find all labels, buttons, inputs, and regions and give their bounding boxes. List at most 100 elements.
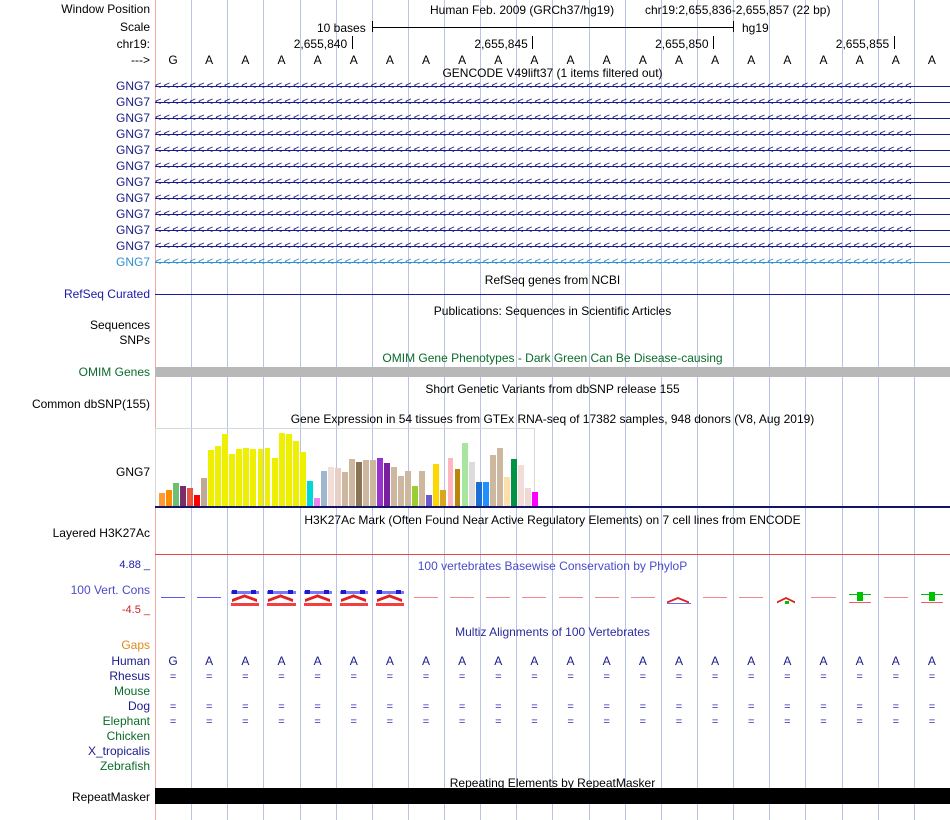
- gencode-gene-row[interactable]: <<<<<<<<<<<<<<<<<<<<<<<<<<<<<<<<<<<<<<<<…: [155, 128, 950, 141]
- gencode-gene-row[interactable]: <<<<<<<<<<<<<<<<<<<<<<<<<<<<<<<<<<<<<<<<…: [155, 160, 950, 173]
- gtex-tissue-bar[interactable]: [426, 494, 433, 506]
- gencode-gene-label[interactable]: GNG7: [115, 111, 150, 125]
- gencode-gene-row[interactable]: <<<<<<<<<<<<<<<<<<<<<<<<<<<<<<<<<<<<<<<<…: [155, 192, 950, 205]
- gtex-tissue-bar[interactable]: [419, 470, 426, 506]
- gtex-tissue-bar[interactable]: [201, 478, 208, 506]
- gtex-tissue-bar[interactable]: [398, 475, 405, 506]
- gtex-tissue-bar[interactable]: [306, 480, 313, 506]
- gtex-tissue-bar[interactable]: [292, 441, 299, 506]
- gtex-tissue-bar[interactable]: [173, 483, 179, 506]
- gtex-tissue-bar[interactable]: [250, 449, 257, 506]
- gtex-tissue-bar[interactable]: [412, 485, 419, 506]
- refseq-feature-line[interactable]: [155, 294, 950, 295]
- multiz-species-label[interactable]: Zebrafish: [99, 759, 150, 773]
- gtex-tissue-bar[interactable]: [278, 432, 285, 506]
- gtex-tissue-bar[interactable]: [440, 489, 447, 506]
- gtex-tissue-bar[interactable]: [285, 433, 292, 506]
- gtex-tissue-bar[interactable]: [482, 481, 489, 506]
- gtex-tissue-bar[interactable]: [510, 459, 517, 506]
- gtex-tissue-bar[interactable]: [356, 461, 362, 506]
- publications-snps-label[interactable]: SNPs: [119, 333, 150, 347]
- gencode-gene-row[interactable]: <<<<<<<<<<<<<<<<<<<<<<<<<<<<<<<<<<<<<<<<…: [155, 224, 950, 237]
- gencode-gene-label[interactable]: GNG7: [115, 143, 150, 157]
- gtex-tissue-bar[interactable]: [208, 450, 215, 506]
- gencode-gene-row[interactable]: <<<<<<<<<<<<<<<<<<<<<<<<<<<<<<<<<<<<<<<<…: [155, 96, 950, 109]
- omim-genes-label[interactable]: OMIM Genes: [78, 365, 150, 379]
- gencode-gene-row[interactable]: <<<<<<<<<<<<<<<<<<<<<<<<<<<<<<<<<<<<<<<<…: [155, 176, 950, 189]
- gtex-tissue-bar[interactable]: [475, 481, 482, 506]
- gencode-gene-row[interactable]: <<<<<<<<<<<<<<<<<<<<<<<<<<<<<<<<<<<<<<<<…: [155, 112, 950, 125]
- multiz-species-label[interactable]: Human: [111, 654, 150, 668]
- gtex-tissue-bar[interactable]: [187, 488, 194, 506]
- gtex-tissue-bar[interactable]: [236, 449, 243, 506]
- gtex-tissue-bar[interactable]: [489, 455, 496, 506]
- gtex-tissue-bar[interactable]: [377, 457, 384, 506]
- gtex-tissue-bar[interactable]: [517, 465, 524, 506]
- gtex-bar-chart[interactable]: [159, 428, 539, 506]
- publications-sequences-label[interactable]: Sequences: [89, 318, 150, 332]
- multiz-gaps-label[interactable]: Gaps: [121, 638, 150, 652]
- gtex-tissue-bar[interactable]: [159, 493, 165, 506]
- gtex-tissue-bar[interactable]: [257, 449, 264, 506]
- gtex-tissue-bar[interactable]: [461, 442, 468, 506]
- gtex-tissue-bar[interactable]: [349, 459, 355, 506]
- gtex-tissue-bar[interactable]: [327, 466, 334, 506]
- multiz-species-label[interactable]: Elephant: [102, 714, 150, 728]
- gencode-gene-label[interactable]: GNG7: [115, 223, 150, 237]
- gtex-tissue-bar[interactable]: [384, 462, 391, 506]
- gtex-tissue-bar[interactable]: [271, 457, 278, 506]
- gencode-gene-row[interactable]: <<<<<<<<<<<<<<<<<<<<<<<<<<<<<<<<<<<<<<<<…: [155, 80, 950, 93]
- gtex-tissue-bar[interactable]: [531, 492, 538, 506]
- multiz-species-label[interactable]: Mouse: [113, 684, 150, 698]
- gencode-gene-label[interactable]: GNG7: [115, 175, 150, 189]
- gtex-tissue-bar[interactable]: [320, 470, 327, 506]
- gtex-tissue-bar[interactable]: [243, 447, 250, 506]
- gencode-gene-row[interactable]: <<<<<<<<<<<<<<<<<<<<<<<<<<<<<<<<<<<<<<<<…: [155, 240, 950, 253]
- gencode-gene-label[interactable]: GNG7: [115, 191, 150, 205]
- multiz-species-label[interactable]: Rhesus: [109, 669, 150, 683]
- gtex-tissue-bar[interactable]: [391, 466, 398, 506]
- gtex-tissue-bar[interactable]: [405, 470, 412, 506]
- multiz-species-label[interactable]: Dog: [127, 699, 150, 713]
- gtex-tissue-bar[interactable]: [468, 461, 475, 506]
- multiz-species-label[interactable]: X_tropicalis: [87, 744, 150, 758]
- gtex-tissue-bar[interactable]: [454, 469, 461, 506]
- gtex-tissue-bar[interactable]: [334, 468, 341, 506]
- gtex-tissue-bar[interactable]: [166, 489, 172, 506]
- gencode-gene-label[interactable]: GNG7: [115, 207, 150, 221]
- gtex-tissue-bar[interactable]: [524, 488, 531, 506]
- gencode-gene-label[interactable]: GNG7: [115, 239, 150, 253]
- gencode-gene-label[interactable]: GNG7: [115, 127, 150, 141]
- gtex-tissue-bar[interactable]: [447, 457, 454, 506]
- gtex-tissue-bar[interactable]: [313, 498, 320, 506]
- gencode-gene-label[interactable]: GNG7: [115, 159, 150, 173]
- conservation-label[interactable]: 100 Vert. Cons: [70, 583, 150, 597]
- gencode-gene-label[interactable]: GNG7: [115, 255, 150, 269]
- gtex-tissue-bar[interactable]: [222, 433, 229, 506]
- dbsnp-label[interactable]: Common dbSNP(155): [31, 397, 150, 411]
- gencode-gene-row[interactable]: <<<<<<<<<<<<<<<<<<<<<<<<<<<<<<<<<<<<<<<<…: [155, 256, 950, 269]
- gtex-tissue-bar[interactable]: [194, 494, 201, 506]
- repeatmasker-bar[interactable]: [155, 788, 950, 804]
- gtex-tissue-bar[interactable]: [433, 464, 440, 506]
- h3k27ac-label[interactable]: Layered H3K27Ac: [52, 526, 150, 540]
- gtex-tissue-bar[interactable]: [180, 485, 187, 506]
- multiz-species-label[interactable]: Chicken: [106, 729, 150, 743]
- gtex-gene-label[interactable]: GNG7: [115, 465, 150, 479]
- gencode-gene-label[interactable]: GNG7: [115, 95, 150, 109]
- gencode-gene-row[interactable]: <<<<<<<<<<<<<<<<<<<<<<<<<<<<<<<<<<<<<<<<…: [155, 208, 950, 221]
- gtex-tissue-bar[interactable]: [370, 460, 377, 506]
- gtex-tissue-bar[interactable]: [215, 446, 222, 506]
- gtex-tissue-bar[interactable]: [341, 471, 348, 506]
- gtex-tissue-bar[interactable]: [496, 447, 503, 506]
- omim-gene-bar[interactable]: [155, 367, 950, 377]
- gtex-tissue-bar[interactable]: [503, 476, 510, 506]
- gtex-tissue-bar[interactable]: [299, 451, 306, 506]
- gtex-tissue-bar[interactable]: [229, 454, 236, 506]
- gtex-tissue-bar[interactable]: [264, 447, 271, 506]
- gencode-gene-label[interactable]: GNG7: [115, 79, 150, 93]
- repeatmasker-label[interactable]: RepeatMasker: [71, 790, 150, 804]
- gtex-tissue-bar[interactable]: [363, 460, 369, 506]
- gencode-gene-row[interactable]: <<<<<<<<<<<<<<<<<<<<<<<<<<<<<<<<<<<<<<<<…: [155, 144, 950, 157]
- refseq-curated-label[interactable]: RefSeq Curated: [63, 287, 150, 301]
